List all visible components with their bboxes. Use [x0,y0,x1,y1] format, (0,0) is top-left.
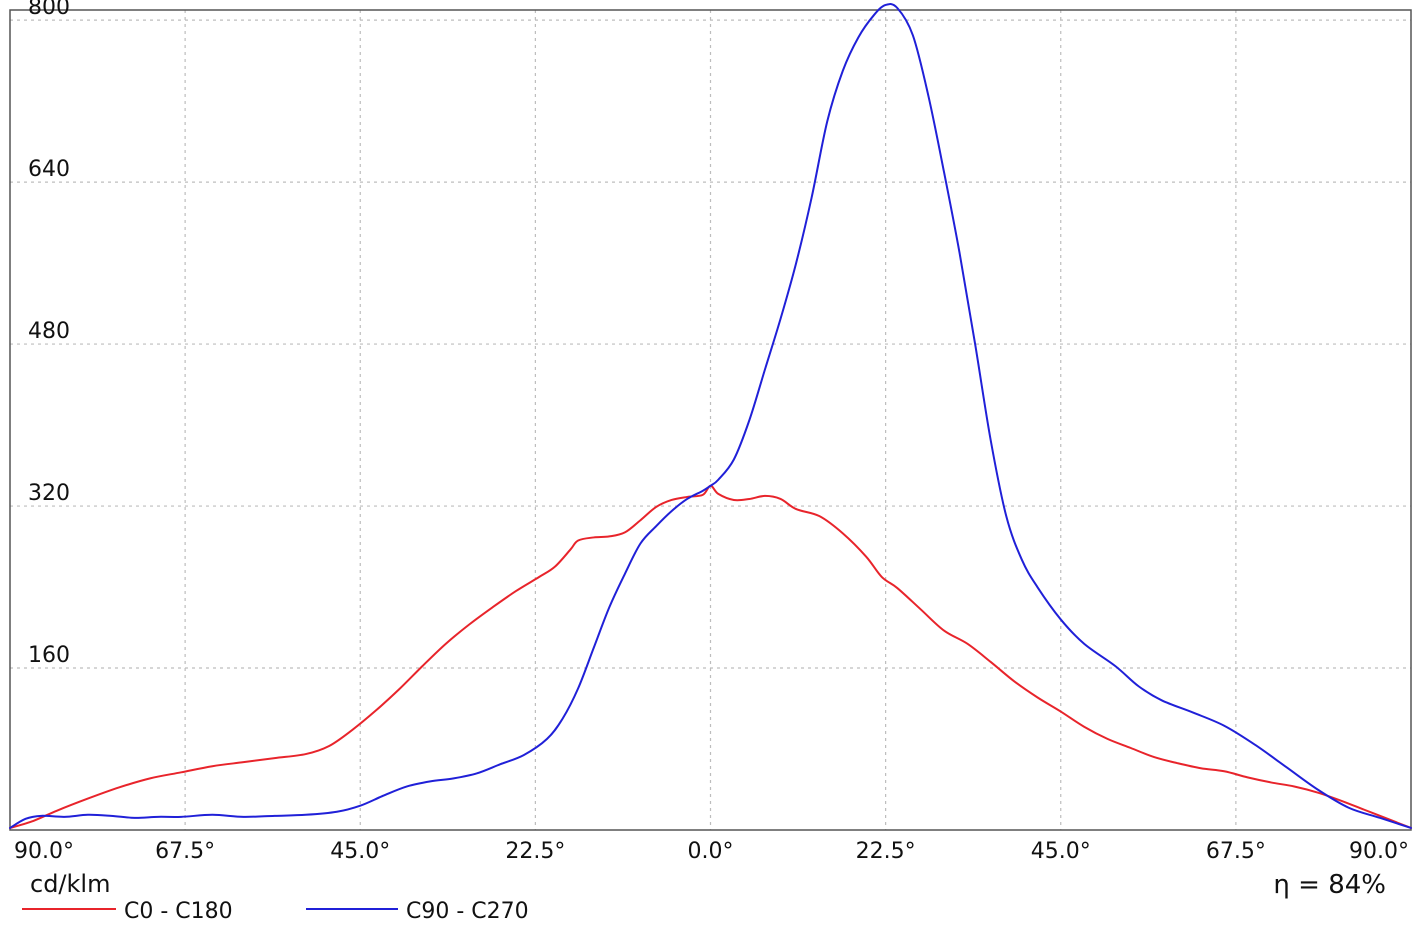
plot-frame [9,9,1412,831]
x-tick-label: 67.5° [155,839,215,864]
x-tick-label: 45.0° [330,839,390,864]
series-line-c90-c270 [9,3,1412,829]
x-axis-ticks: 90.0° 67.5° 45.0° 22.5° 0.0° 22.5° 45.0° 67.5° 9… [14,839,1409,864]
y-tick-label: 480 [28,319,70,344]
x-tick-label: 22.5° [505,839,565,864]
y-tick-label: 800 [28,0,70,20]
x-tick-label: 67.5° [1206,839,1266,864]
legend: C0 - C180 C90 - C270 [22,899,529,924]
y-tick-label: 640 [28,157,70,182]
series-lines [9,3,1412,829]
y-axis-ticks: 160 320 480 640 800 [28,0,70,668]
x-tick-label: 90.0° [14,839,74,864]
y-tick-label: 320 [28,481,70,506]
efficiency-label: η = 84% [1273,870,1386,900]
grid [10,10,1411,830]
x-tick-label: 45.0° [1031,839,1091,864]
unit-label: cd/klm [30,870,110,898]
x-tick-label: 0.0° [688,839,734,864]
legend-label-c90-c270: C90 - C270 [406,899,529,924]
x-tick-label: 22.5° [856,839,916,864]
legend-label-c0-c180: C0 - C180 [124,899,233,924]
x-tick-label: 90.0° [1349,839,1409,864]
series-line-c0-c180 [9,484,1412,829]
y-tick-label: 160 [28,643,70,668]
